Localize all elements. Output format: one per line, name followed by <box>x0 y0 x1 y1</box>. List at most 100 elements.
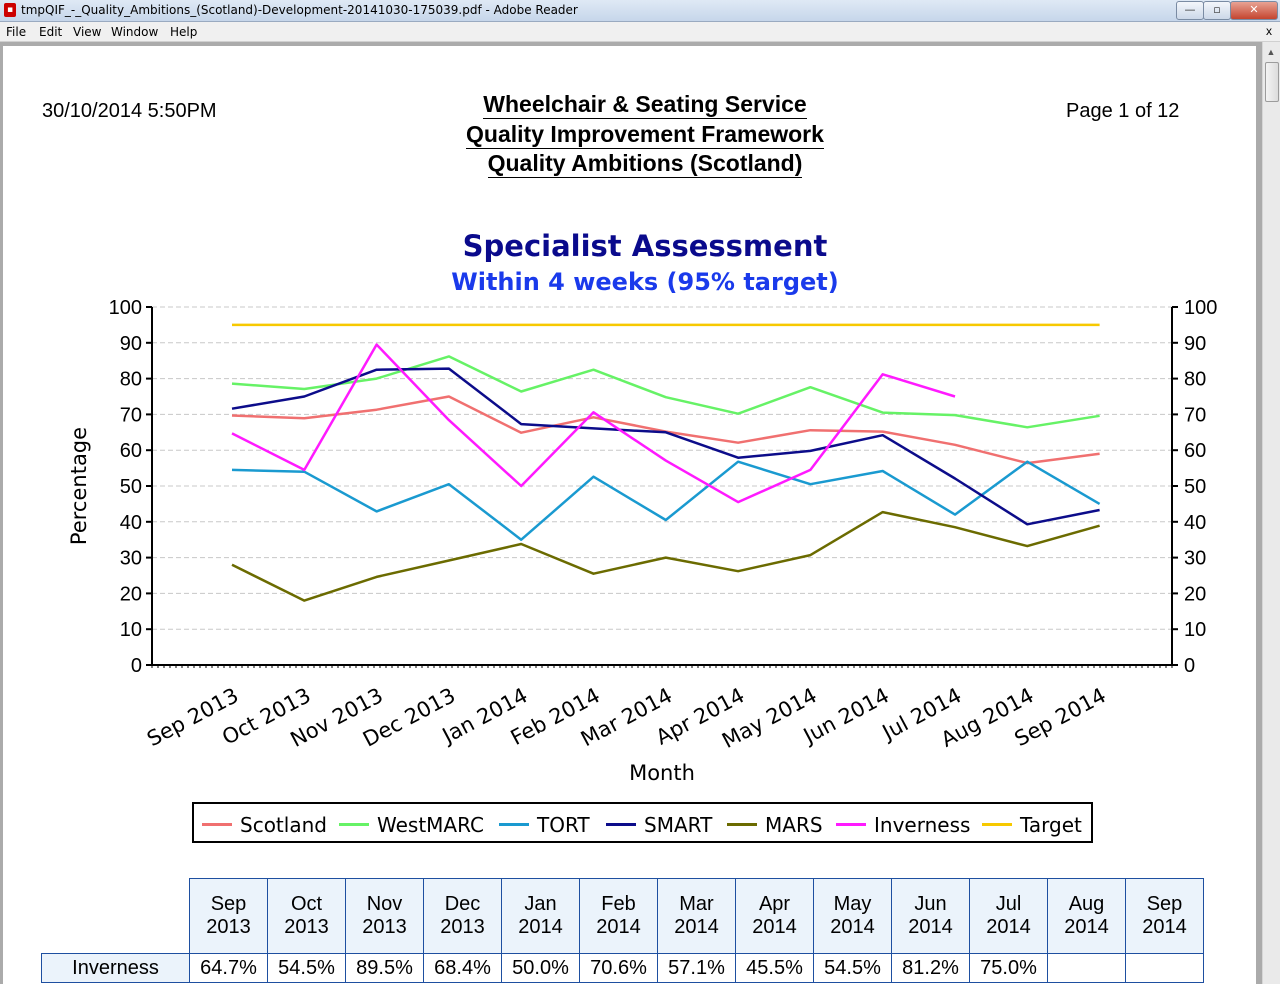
table-header-cell: Aug 2014 <box>1047 878 1126 954</box>
report-title-line-1: Wheelchair & Seating Service <box>400 91 890 119</box>
y-tick-label: 80 <box>120 369 142 391</box>
table-header-cell: Apr 2014 <box>735 878 814 954</box>
table-header-cell: Oct 2013 <box>267 878 346 954</box>
y-tick-label: 60 <box>120 440 142 462</box>
page-indicator: Page 1 of 12 <box>1066 100 1180 122</box>
table-cell <box>1047 953 1126 983</box>
chart-title: Specialist Assessment <box>462 229 828 263</box>
window-titlebar: ▪ tmpQIF_-_Quality_Ambitions_(Scotland)-… <box>0 0 1280 22</box>
y-axis-label: Percentage <box>67 427 91 545</box>
y-tick-label: 70 <box>120 404 142 426</box>
legend-item-inverness: Inverness <box>836 813 971 837</box>
y-tick-label: 90 <box>120 333 142 355</box>
legend-item-target: Target <box>982 813 1082 837</box>
chart-subtitle: Within 4 weeks (95% target) <box>451 268 839 296</box>
series-line-westmarc <box>231 355 1100 429</box>
menu-bar: File Edit View Window Help x <box>0 22 1280 42</box>
legend-swatch <box>606 823 636 826</box>
series-line-smart <box>231 367 1100 526</box>
series-line-tort <box>231 460 1101 541</box>
y-tick-label: 100 <box>1184 297 1217 319</box>
y-tick-label: 0 <box>1184 655 1195 677</box>
menu-window[interactable]: Window <box>111 25 159 39</box>
menu-help[interactable]: Help <box>170 25 198 39</box>
pdf-icon: ▪ <box>4 3 16 17</box>
table-cell: 70.6% <box>579 953 658 983</box>
y-tick-label: 50 <box>120 476 142 498</box>
legend-label: Inverness <box>874 813 971 837</box>
legend-item-mars: MARS <box>727 813 823 837</box>
y-tick-label: 70 <box>1184 404 1206 426</box>
series-line-inverness <box>231 343 956 504</box>
data-table: Sep 2013 Oct 2013 Nov 2013 Dec 2013 Jan 2014 … <box>41 878 1204 983</box>
legend-swatch <box>982 823 1012 826</box>
menu-edit[interactable]: Edit <box>39 25 63 39</box>
window-title: tmpQIF_-_Quality_Ambitions_(Scotland)-De… <box>21 3 578 17</box>
table-header-cell: May 2014 <box>813 878 892 954</box>
legend-swatch <box>499 823 529 826</box>
table-cell: 54.5% <box>813 953 892 983</box>
report-date: 30/10/2014 5:50PM <box>42 100 217 122</box>
legend-label: WestMARC <box>377 813 484 837</box>
table-row: Inverness 64.7% 54.5% 89.5% 68.4% 50.0% … <box>41 953 1204 983</box>
legend-item-westmarc: WestMARC <box>339 813 484 837</box>
scroll-up-icon[interactable]: ▲ <box>1266 47 1276 57</box>
menu-view[interactable]: View <box>73 25 102 39</box>
y-tick-label: 40 <box>1184 512 1206 534</box>
legend-item-scotland: Scotland <box>202 813 327 837</box>
table-cell <box>1125 953 1204 983</box>
table-header-cell: Dec 2013 <box>423 878 502 954</box>
document-close-icon[interactable]: x <box>1266 24 1272 38</box>
close-button[interactable]: ✕ <box>1230 1 1278 20</box>
report-title-line-3-text: Quality Ambitions (Scotland) <box>487 150 803 178</box>
table-corner <box>41 878 190 954</box>
y-tick-label: 30 <box>120 548 142 570</box>
y-tick-label: 50 <box>1184 476 1206 498</box>
table-cell: 81.2% <box>891 953 970 983</box>
legend-swatch <box>727 823 757 826</box>
y-tick-label: 10 <box>1184 619 1206 641</box>
table-cell: 57.1% <box>657 953 736 983</box>
legend-label: Scotland <box>240 813 327 837</box>
report-title-line-2-text: Quality Improvement Framework <box>466 121 824 149</box>
menu-file[interactable]: File <box>6 25 27 39</box>
y-tick-label: 100 <box>109 297 142 319</box>
table-cell: 50.0% <box>501 953 580 983</box>
legend-item-tort: TORT <box>499 813 590 837</box>
table-header-cell: Sep 2013 <box>189 878 268 954</box>
legend-label: TORT <box>537 813 590 837</box>
table-row-label: Inverness <box>41 953 190 983</box>
table-header-cell: Mar 2014 <box>657 878 736 954</box>
table-cell: 54.5% <box>267 953 346 983</box>
y-tick-label: 0 <box>131 655 142 677</box>
report-title-line-1-text: Wheelchair & Seating Service <box>483 91 807 119</box>
y-tick-label: 20 <box>120 583 142 605</box>
table-header-cell: Sep 2014 <box>1125 878 1204 954</box>
table-cell: 64.7% <box>189 953 268 983</box>
table-header-row: Sep 2013 Oct 2013 Nov 2013 Dec 2013 Jan 2014 … <box>41 878 1204 954</box>
scrollbar-thumb[interactable] <box>1265 62 1279 102</box>
legend-swatch <box>202 823 232 826</box>
report-title-line-2: Quality Improvement Framework <box>400 121 890 149</box>
series-line-mars <box>231 510 1100 602</box>
y-tick-label: 30 <box>1184 548 1206 570</box>
y-tick-label: 60 <box>1184 440 1206 462</box>
table-header-cell: Nov 2013 <box>345 878 424 954</box>
x-axis-label: Month <box>629 761 695 785</box>
table-cell: 89.5% <box>345 953 424 983</box>
y-tick-label: 90 <box>1184 333 1206 355</box>
legend-label: Target <box>1020 813 1082 837</box>
y-tick-label: 20 <box>1184 583 1206 605</box>
chart-legend: Scotland WestMARC TORT SMART MARS Invern… <box>192 802 1093 843</box>
table-header-cell: Feb 2014 <box>579 878 658 954</box>
y-tick-label: 80 <box>1184 369 1206 391</box>
table-cell: 68.4% <box>423 953 502 983</box>
y-tick-label: 40 <box>120 512 142 534</box>
series-line-scotland <box>231 395 1100 465</box>
legend-label: SMART <box>644 813 713 837</box>
table-cell: 45.5% <box>735 953 814 983</box>
table-header-cell: Jul 2014 <box>969 878 1048 954</box>
vertical-scrollbar[interactable] <box>1262 42 1280 984</box>
y-tick-label: 10 <box>120 619 142 641</box>
